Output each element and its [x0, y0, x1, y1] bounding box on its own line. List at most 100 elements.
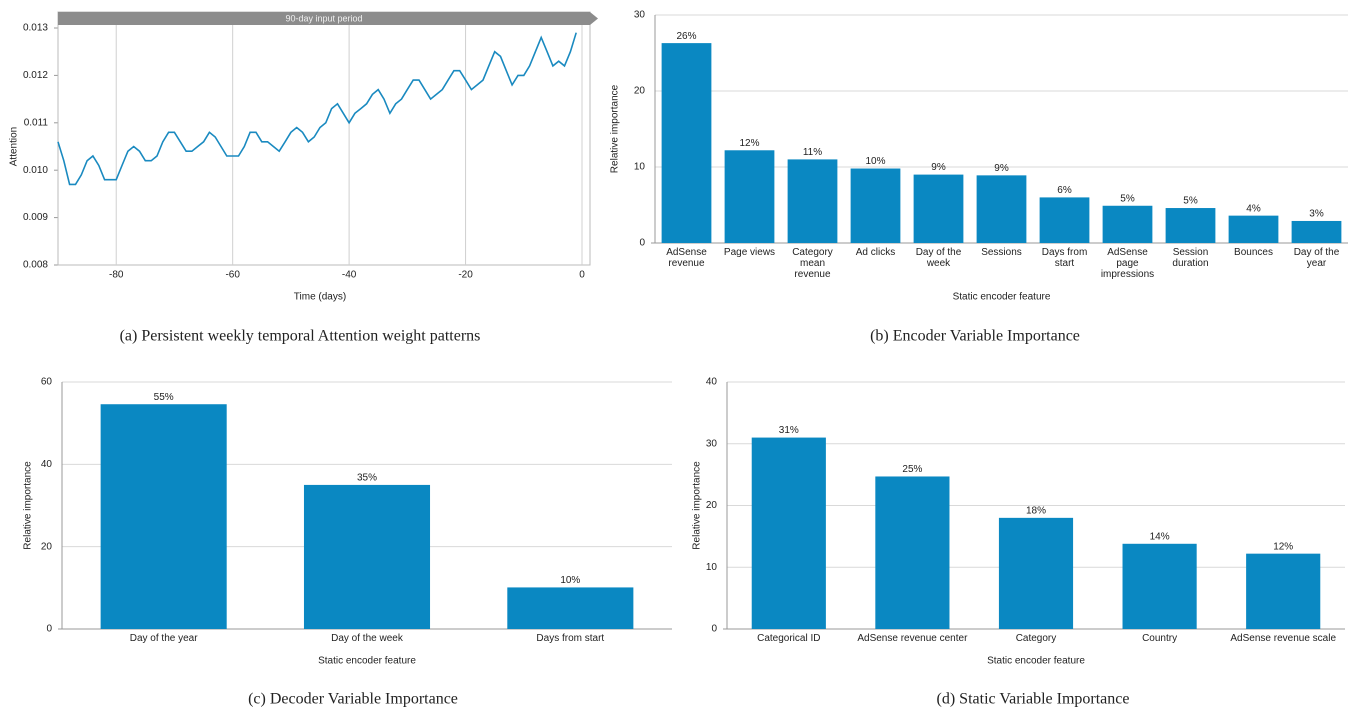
x-tick-label-box: Page views: [723, 247, 776, 258]
y-tick-label: 0.012: [23, 70, 48, 81]
value-label: 3%: [1309, 209, 1324, 220]
value-label: 9%: [931, 162, 946, 173]
value-label: 18%: [1026, 505, 1046, 516]
y-tick-label: 60: [41, 377, 53, 388]
bar: [303, 484, 431, 629]
x-tick-label: Bounces: [1234, 247, 1273, 258]
value-label: 12%: [1273, 541, 1293, 552]
x-tick-label-box: Days from start: [1041, 247, 1088, 269]
x-tick-label-box: Day of the year: [129, 633, 198, 644]
bar: [976, 175, 1027, 243]
x-tick-label-box: Sessions: [981, 247, 1022, 258]
y-axis-label: Relative importance: [23, 461, 34, 550]
bar: [724, 150, 775, 243]
bar: [661, 43, 712, 244]
y-tick-label: 30: [634, 10, 646, 21]
x-tick-label-box: AdSense revenue center: [857, 633, 968, 644]
annotation: 90-day input period: [285, 13, 362, 23]
plot-frame: [57, 11, 591, 266]
x-tick-label: Days from start: [1041, 247, 1088, 269]
y-tick-label: 0.008: [23, 260, 48, 271]
value-label: 55%: [154, 392, 174, 403]
x-tick-label-box: Categorical ID: [757, 633, 820, 644]
value-label: 6%: [1057, 185, 1072, 196]
value-label: 35%: [357, 473, 377, 484]
x-tick-label: Session duration: [1172, 247, 1209, 269]
x-tick-label: -60: [225, 270, 240, 281]
y-tick-label: 20: [634, 86, 646, 97]
y-tick-label: 10: [634, 162, 646, 173]
y-tick-label: 0.009: [23, 212, 48, 223]
y-tick-label: 0: [46, 624, 52, 635]
y-tick-label: 10: [706, 562, 718, 573]
bar: [1039, 197, 1090, 243]
x-tick-label: Day of the week: [331, 633, 403, 644]
x-tick-label-box: Session duration: [1172, 247, 1209, 269]
x-tick-label-box: AdSense revenue: [666, 247, 707, 269]
value-label: 5%: [1183, 196, 1198, 207]
bar: [507, 587, 634, 629]
x-tick-label-box: Bounces: [1234, 247, 1273, 258]
x-tick-label: Sessions: [981, 247, 1022, 258]
x-tick-label-box: Category mean revenue: [792, 247, 833, 280]
x-tick-label: Category mean revenue: [792, 247, 833, 280]
y-tick-label: 30: [706, 438, 718, 449]
value-label: 14%: [1150, 531, 1170, 542]
bar: [998, 517, 1074, 629]
x-tick-label: -40: [342, 270, 357, 281]
caption: (d) Static Variable Importance: [937, 691, 1130, 708]
value-label: 9%: [994, 163, 1009, 174]
value-label: 26%: [676, 31, 696, 42]
y-tick-label: 40: [41, 459, 53, 470]
caption: (a) Persistent weekly temporal Attention…: [120, 328, 481, 345]
y-tick-label: 0: [639, 238, 645, 249]
bar: [1102, 205, 1153, 243]
x-tick-label: AdSense revenue: [666, 247, 707, 269]
bar: [1165, 208, 1216, 243]
x-tick-label: Ad clicks: [855, 247, 896, 258]
bar: [751, 437, 826, 629]
y-tick-label: 40: [706, 377, 718, 388]
x-tick-label: Country: [1142, 633, 1178, 644]
x-axis-label: Static encoder feature: [318, 656, 416, 667]
x-tick-label-box: Category: [1016, 633, 1057, 644]
x-axis-label: Static encoder feature: [987, 656, 1085, 667]
caption: (b) Encoder Variable Importance: [870, 328, 1080, 345]
bar: [850, 168, 901, 243]
y-tick-label: 0.011: [24, 117, 49, 128]
y-tick-label: 0: [711, 624, 717, 635]
x-tick-label-box: Days from start: [536, 633, 604, 644]
bar: [1228, 215, 1279, 243]
x-tick-label: AdSense revenue center: [857, 633, 968, 644]
bar: [875, 476, 950, 629]
y-tick-label: 20: [41, 541, 53, 552]
value-label: 31%: [779, 425, 799, 436]
value-label: 12%: [739, 138, 759, 149]
y-axis-label: Relative importance: [610, 84, 621, 173]
value-label: 10%: [865, 156, 885, 167]
x-tick-label-box: Country: [1142, 633, 1178, 644]
value-label: 5%: [1120, 193, 1135, 204]
y-tick-label: 0.013: [23, 23, 48, 34]
x-tick-label-box: AdSense revenue scale: [1230, 633, 1336, 644]
bar: [1246, 553, 1321, 629]
x-tick-label: Day of the year: [129, 633, 198, 644]
x-tick-label-box: Ad clicks: [855, 247, 896, 258]
x-tick-label: AdSense page impressions: [1100, 247, 1155, 280]
bar: [913, 174, 964, 243]
x-tick-label: AdSense revenue scale: [1230, 633, 1336, 644]
value-label: 11%: [803, 147, 822, 158]
x-axis-label: Static encoder feature: [953, 292, 1051, 303]
x-tick-label: Page views: [723, 247, 776, 258]
annotation-arrow: [58, 12, 598, 25]
y-axis-label: Attention: [9, 127, 20, 166]
bar: [1122, 543, 1197, 629]
value-label: 4%: [1246, 203, 1261, 214]
x-tick-label: -80: [109, 270, 124, 281]
y-tick-label: 0.010: [23, 165, 48, 176]
bar: [1291, 220, 1342, 243]
x-tick-label-box: AdSense page impressions: [1100, 247, 1155, 280]
y-tick-label: 20: [706, 500, 718, 511]
value-label: 10%: [560, 575, 580, 586]
